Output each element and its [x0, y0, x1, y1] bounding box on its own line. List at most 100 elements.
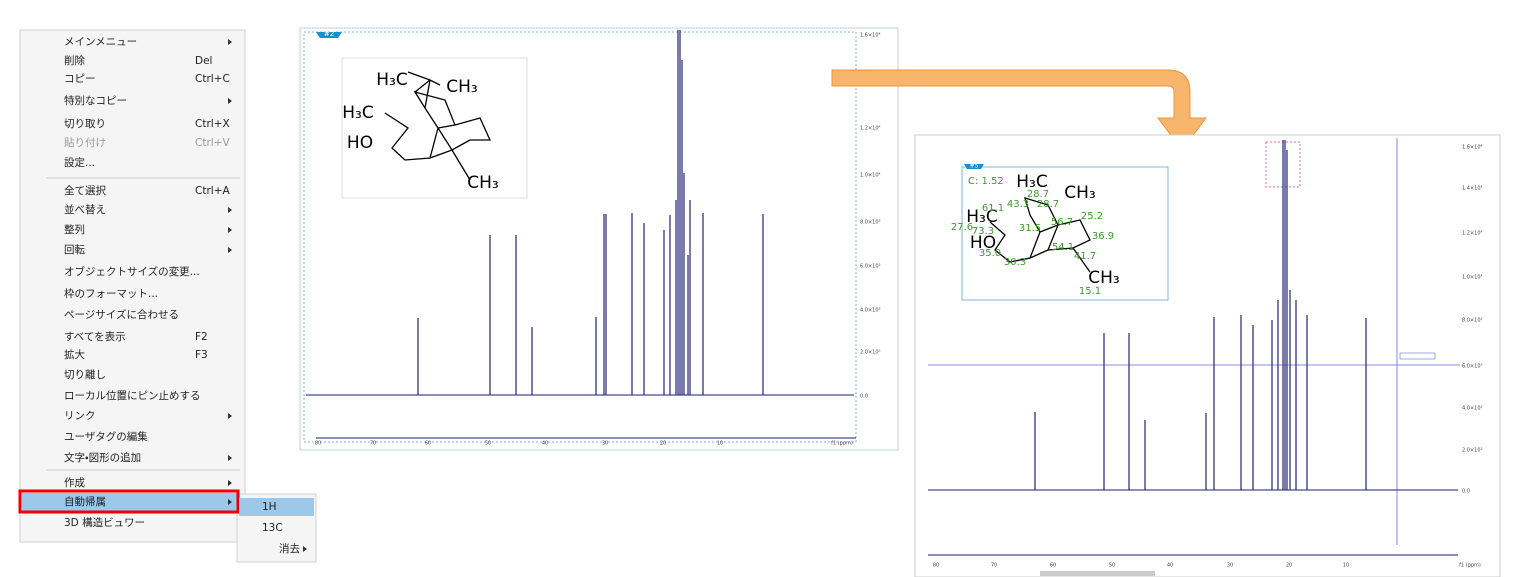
- submenu-arrow: [228, 247, 232, 253]
- x-tick-label: 70: [370, 441, 376, 447]
- x-tick-label: 80: [933, 563, 939, 569]
- y-tick-label: 6.0×10³: [1462, 364, 1483, 370]
- menu-item-hit[interactable]: [22, 474, 242, 492]
- context-menu: [19, 29, 246, 543]
- menu-highlight: [22, 493, 238, 511]
- x-tick-label: 10: [717, 441, 723, 447]
- menu-item-hit[interactable]: [22, 241, 242, 259]
- menu-item-label: 貼り付け: [64, 136, 106, 149]
- menu-item-hit[interactable]: [22, 221, 242, 239]
- menu-item-hit[interactable]: [22, 493, 242, 511]
- x-tick-label: 40: [542, 441, 548, 447]
- submenu-arrow: [228, 455, 232, 461]
- submenu-arrow: [303, 546, 307, 552]
- submenu-item-hit[interactable]: [239, 540, 314, 558]
- spectrum-panel-right: [914, 134, 1501, 577]
- y-tick-label: 8.0×10³: [860, 220, 881, 226]
- menu-item-label: 3D 構造ビュワー: [64, 516, 145, 529]
- structure-box: [341, 57, 528, 199]
- menu-item-hit[interactable]: [22, 346, 242, 364]
- shift-assignment: 28.7: [1037, 199, 1059, 210]
- menu-item-label: 切り離し: [64, 368, 106, 381]
- shift-assignment: 54.1: [1052, 242, 1074, 253]
- x-tick-label: 50: [1109, 563, 1115, 569]
- submenu-arrow: [228, 480, 232, 486]
- y-tick-label: 1.6×10⁴: [1462, 145, 1483, 151]
- x-tick-label: 60: [425, 441, 431, 447]
- menu-item-label: 作成: [64, 477, 85, 489]
- menu-item-hit[interactable]: [22, 366, 242, 384]
- y-tick-label: 6.0×10³: [860, 264, 881, 270]
- shift-assignment: 61.1: [982, 203, 1004, 214]
- submenu-arrow: [228, 227, 232, 233]
- menu-item-hit[interactable]: [22, 154, 242, 172]
- y-tick-label: 1.6×10⁴: [860, 33, 881, 39]
- menu-item-label: コピー: [64, 73, 96, 85]
- x-tick-label: 70: [991, 563, 997, 569]
- submenu-arrow: [228, 207, 232, 213]
- structure-bonds: [989, 197, 1091, 273]
- submenu-highlight: [239, 498, 314, 516]
- submenu-item-label: 消去: [279, 542, 300, 555]
- cursor-label: [1399, 352, 1436, 360]
- flow-arrow: [831, 69, 1207, 151]
- selection-frame: [961, 166, 1169, 301]
- structure-label: HO: [970, 233, 996, 253]
- y-tick-label: 0.0: [860, 394, 868, 400]
- menu-item-hit[interactable]: [22, 201, 242, 219]
- peak-region: [1265, 141, 1301, 188]
- y-tick-label: 1.0×10⁴: [860, 173, 881, 179]
- spectrum-panel-left: [299, 27, 899, 451]
- submenu-arrow: [228, 499, 232, 505]
- highlight-outline: [18, 489, 240, 514]
- shift-assignment: 28.7: [1027, 189, 1049, 200]
- shift-assignment: 43.3: [1007, 199, 1029, 210]
- menu-item-label: オブジェクトサイズの変更...: [64, 265, 200, 278]
- menu-item-label: 全て選択: [64, 184, 106, 197]
- scrollbar[interactable]: [1040, 571, 1155, 576]
- menu-item-hit[interactable]: [22, 92, 242, 110]
- menu-item-label: 拡大: [64, 348, 85, 361]
- menu-item-label: 整列: [64, 223, 85, 236]
- menu-item-label: ローカル位置にピン止めする: [64, 389, 201, 402]
- submenu-arrow: [228, 39, 232, 45]
- menu-item-label: 並べ替え: [64, 203, 106, 216]
- x-tick-label: 20: [1286, 563, 1292, 569]
- structure-label: CH₃: [446, 77, 477, 97]
- x-tick-label: f1 (ppm): [1459, 563, 1481, 569]
- structure-label: H₃C: [966, 207, 997, 227]
- peaks: [417, 30, 764, 395]
- menu-item-label: 回転: [64, 244, 85, 256]
- menu-shortcut: Ctrl+A: [195, 185, 230, 197]
- structure-label: CH₃: [1064, 183, 1095, 203]
- shift-assignment: 56.7: [1051, 217, 1073, 228]
- menu-item-label: ページサイズに合わせる: [64, 308, 179, 321]
- menu-shortcut: Ctrl+X: [195, 118, 230, 130]
- y-tick-label: 4.0×10³: [1462, 406, 1483, 412]
- menu-item-label: メインメニュー: [64, 36, 137, 48]
- x-tick-label: 30: [1227, 563, 1233, 569]
- menu-item-hit[interactable]: [22, 328, 242, 346]
- shift-assignment: 41.7: [1074, 251, 1096, 262]
- structure-label: H₃C: [376, 70, 407, 90]
- structure-label: CH₃: [467, 173, 498, 193]
- submenu-arrow: [228, 413, 232, 419]
- menu-shortcut: F3: [195, 349, 208, 361]
- menu-item-label: 特別なコピー: [64, 95, 127, 107]
- y-tick-label: 1.2×10⁴: [860, 126, 881, 132]
- y-tick-label: 0.0: [1462, 489, 1470, 495]
- menu-item-hit[interactable]: [22, 407, 242, 425]
- shift-assignment: 25.2: [1081, 211, 1103, 222]
- submenu-item-label: 13C: [262, 522, 283, 534]
- shift-assignment: 30.3: [1004, 257, 1026, 268]
- menu-shortcut: Ctrl+C: [195, 73, 230, 85]
- x-tick-label: 10: [1343, 563, 1349, 569]
- shift-assignment: 73.3: [972, 226, 994, 237]
- y-tick-label: 4.0×10³: [860, 308, 881, 314]
- menu-item-label: 文字・図形の追加: [64, 451, 141, 464]
- panel-tag: #5: [970, 163, 979, 170]
- baseline: [928, 489, 1458, 556]
- menu-shortcut: F2: [195, 331, 208, 343]
- y-tick-label: 1.4×10⁴: [1462, 186, 1483, 192]
